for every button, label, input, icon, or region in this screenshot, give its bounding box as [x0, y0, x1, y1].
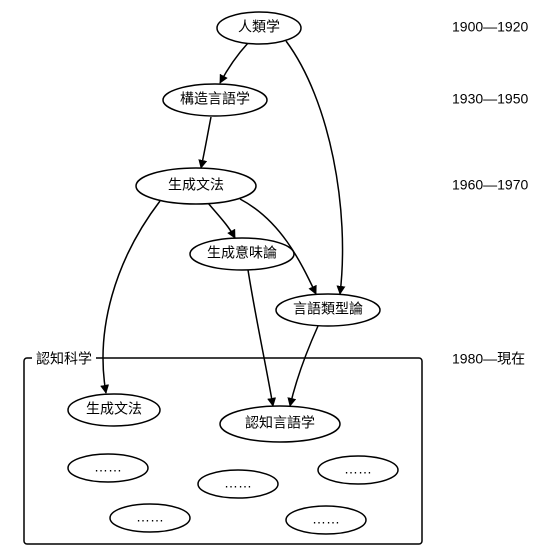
node-genSem-label: 生成意味論: [207, 245, 277, 261]
node-anthro: 人類学: [217, 12, 301, 44]
node-structLing-label: 構造言語学: [180, 91, 250, 107]
edge-anthro-to-structLing: [220, 43, 248, 83]
node-typology-label: 言語類型論: [293, 301, 363, 317]
node-structLing: 構造言語学: [163, 84, 267, 116]
edge-genSem-to-cogLing: [248, 270, 273, 406]
edge-structLing-to-genGram1: [201, 117, 211, 168]
node-genGram2-label: 生成文法: [86, 401, 142, 417]
edge-typology-to-cogLing: [290, 326, 318, 406]
node-cogLing: 認知言語学: [220, 406, 340, 442]
node-d4: ……: [110, 504, 190, 532]
node-d1-label: ……: [94, 459, 122, 475]
edge-genGram1-to-genSem: [208, 203, 235, 238]
node-d2: ……: [198, 470, 278, 498]
node-anthro-label: 人類学: [238, 19, 280, 35]
edge-genGram1-to-genGram2: [103, 201, 160, 393]
node-genGram2: 生成文法: [68, 394, 160, 426]
node-genGram1: 生成文法: [136, 168, 256, 204]
diagram-canvas: 認知科学人類学構造言語学生成文法生成意味論言語類型論生成文法認知言語学………………: [0, 0, 542, 552]
node-typology: 言語類型論: [276, 294, 380, 326]
svg-text:認知科学: 認知科学: [36, 351, 92, 367]
node-d5: ……: [286, 506, 366, 534]
node-d1: ……: [68, 454, 148, 482]
node-genGram1-label: 生成文法: [168, 177, 224, 193]
timeline-label-2: 1960―1970: [452, 177, 529, 193]
node-d4-label: ……: [136, 509, 164, 525]
frame-label: 認知科学: [32, 350, 96, 370]
node-d3: ……: [318, 456, 398, 484]
timeline-label-1: 1930―1950: [452, 91, 529, 107]
timeline-label-3: 1980―現在: [452, 351, 525, 367]
node-d2-label: ……: [224, 475, 252, 491]
node-d5-label: ……: [312, 511, 340, 527]
timeline-label-0: 1900―1920: [452, 19, 529, 35]
node-genSem: 生成意味論: [190, 238, 294, 270]
node-d3-label: ……: [344, 461, 372, 477]
edge-anthro-to-typology: [286, 41, 343, 294]
node-cogLing-label: 認知言語学: [245, 415, 315, 431]
